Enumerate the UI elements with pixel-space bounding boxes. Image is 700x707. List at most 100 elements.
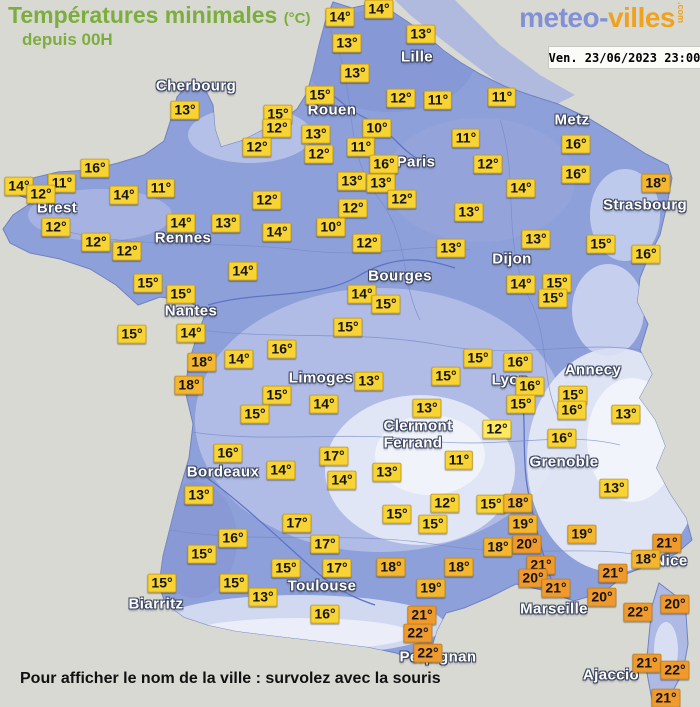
temp-badge[interactable]: 18° [641, 173, 671, 193]
city-label-limoges[interactable]: Limoges [288, 369, 354, 387]
temp-badge[interactable]: 13° [337, 171, 367, 191]
temp-badge[interactable]: 20° [587, 587, 617, 607]
temp-badge[interactable]: 19° [416, 578, 446, 598]
temp-badge[interactable]: 12° [304, 144, 334, 164]
temp-badge[interactable]: 19° [508, 514, 538, 534]
temp-badge[interactable]: 18° [187, 352, 217, 372]
temp-badge[interactable]: 13° [611, 404, 641, 424]
temp-badge[interactable]: 15° [333, 317, 363, 337]
temp-badge[interactable]: 15° [271, 558, 301, 578]
temp-badge[interactable]: 16° [218, 528, 248, 548]
temp-badge[interactable]: 10° [316, 217, 346, 237]
temp-badge[interactable]: 14° [266, 460, 296, 480]
temp-badge[interactable]: 16° [213, 443, 243, 463]
temp-badge[interactable]: 14° [228, 261, 258, 281]
city-label-ferrand[interactable]: Ferrand [383, 434, 443, 452]
temp-badge[interactable]: 15° [240, 404, 270, 424]
temp-badge[interactable]: 15° [219, 573, 249, 593]
city-label-clermont[interactable]: Clermont [383, 417, 453, 435]
city-label-toulouse[interactable]: Toulouse [287, 577, 357, 595]
city-label-bordeaux[interactable]: Bordeaux [186, 463, 260, 481]
temp-badge[interactable]: 21° [598, 563, 628, 583]
temp-badge[interactable]: 14° [109, 185, 139, 205]
temp-badge[interactable]: 16° [561, 164, 591, 184]
temp-badge[interactable]: 13° [412, 398, 442, 418]
temp-badge[interactable]: 12° [252, 190, 282, 210]
temp-badge[interactable]: 15° [305, 85, 335, 105]
city-label-biarritz[interactable]: Biarritz [128, 595, 184, 613]
temp-badge[interactable]: 12° [386, 88, 416, 108]
temp-badge[interactable]: 11° [346, 137, 376, 157]
temp-badge[interactable]: 16° [561, 134, 591, 154]
temp-badge[interactable]: 14° [176, 323, 206, 343]
temp-badge[interactable]: 11° [146, 178, 176, 198]
temp-badge[interactable]: 16° [310, 604, 340, 624]
temp-badge[interactable]: 11° [451, 128, 481, 148]
temp-badge[interactable]: 15° [371, 294, 401, 314]
city-label-marseille[interactable]: Marseille [520, 600, 588, 618]
temp-badge[interactable]: 15° [133, 273, 163, 293]
temp-badge[interactable]: 16° [557, 400, 587, 420]
city-label-nice[interactable]: Nice [654, 552, 688, 570]
temp-badge[interactable]: 14° [224, 349, 254, 369]
temp-badge[interactable]: 13° [406, 24, 436, 44]
temp-badge[interactable]: 13° [366, 173, 396, 193]
temp-badge[interactable]: 15° [476, 494, 506, 514]
city-label-paris[interactable]: Paris [396, 153, 436, 171]
city-label-rennes[interactable]: Rennes [154, 229, 212, 247]
temp-badge[interactable]: 14° [506, 178, 536, 198]
temp-badge[interactable]: 15° [262, 385, 292, 405]
temp-badge[interactable]: 16° [547, 428, 577, 448]
temp-badge[interactable]: 13° [248, 587, 278, 607]
temp-badge[interactable]: 14° [309, 394, 339, 414]
temp-badge[interactable]: 13° [340, 63, 370, 83]
temp-badge[interactable]: 22° [623, 602, 653, 622]
temp-badge[interactable]: 14° [347, 284, 377, 304]
city-label-dijon[interactable]: Dijon [492, 250, 532, 268]
temp-badge[interactable]: 15° [117, 324, 147, 344]
temp-badge[interactable]: 13° [301, 124, 331, 144]
city-label-brest[interactable]: Brest [36, 199, 78, 217]
temp-badge[interactable]: 15° [538, 288, 568, 308]
temp-badge[interactable]: 12° [338, 198, 368, 218]
temp-badge[interactable]: 22° [660, 660, 690, 680]
city-label-ajaccio[interactable]: Ajaccio [582, 666, 640, 684]
temp-badge[interactable]: 18° [174, 375, 204, 395]
temp-badge[interactable]: 12° [262, 118, 292, 138]
temp-badge[interactable]: 15° [147, 573, 177, 593]
temp-badge[interactable]: 15° [431, 366, 461, 386]
temp-badge[interactable]: 16° [631, 244, 661, 264]
temp-badge[interactable]: 12° [81, 232, 111, 252]
temp-badge[interactable]: 16° [369, 154, 399, 174]
temp-badge[interactable]: 15° [166, 284, 196, 304]
temp-badge[interactable]: 14° [166, 213, 196, 233]
temp-badge[interactable]: 21° [632, 653, 662, 673]
temp-badge[interactable]: 12° [352, 233, 382, 253]
temp-badge[interactable]: 16° [80, 158, 110, 178]
temp-badge[interactable]: 11° [487, 87, 517, 107]
temp-badge[interactable]: 16° [515, 376, 545, 396]
temp-badge[interactable]: 13° [170, 100, 200, 120]
temp-badge[interactable]: 19° [567, 524, 597, 544]
temp-badge[interactable]: 20° [660, 594, 690, 614]
temp-badge[interactable]: 12° [41, 217, 71, 237]
temp-badge[interactable]: 14° [506, 274, 536, 294]
meteo-villes-logo[interactable]: meteo-villes.com [519, 2, 686, 34]
temp-badge[interactable]: 13° [354, 371, 384, 391]
temp-badge[interactable]: 15° [382, 504, 412, 524]
city-label-annecy[interactable]: Annecy [564, 361, 622, 379]
temp-badge[interactable]: 14° [364, 0, 394, 19]
temp-badge[interactable]: 14° [262, 222, 292, 242]
temp-badge[interactable]: 14° [327, 470, 357, 490]
temp-badge[interactable]: 13° [454, 202, 484, 222]
temp-badge[interactable]: 15° [586, 234, 616, 254]
temp-badge[interactable]: 13° [184, 485, 214, 505]
city-label-nantes[interactable]: Nantes [164, 302, 218, 320]
temp-badge[interactable]: 11° [423, 90, 453, 110]
temp-badge[interactable]: 18° [631, 549, 661, 569]
temp-badge[interactable]: 21° [541, 578, 571, 598]
temp-badge[interactable]: 17° [319, 446, 349, 466]
temp-badge[interactable]: 16° [267, 339, 297, 359]
temp-badge[interactable]: 17° [282, 513, 312, 533]
temp-badge[interactable]: 12° [242, 137, 272, 157]
